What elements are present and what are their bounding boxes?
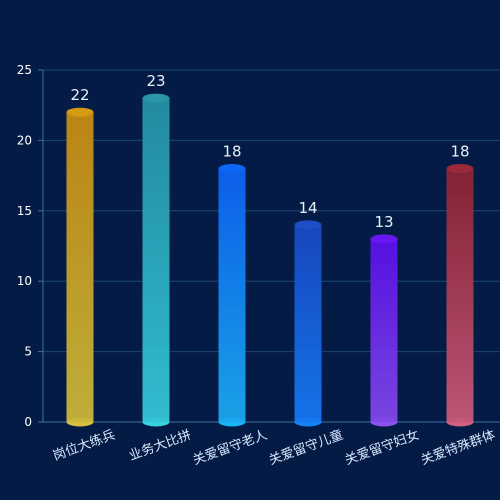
- y-tick-label: 25: [17, 63, 32, 77]
- bar-top-cap: [370, 234, 398, 244]
- bar-body[interactable]: [218, 168, 246, 422]
- bar-body[interactable]: [446, 168, 474, 422]
- category-label: 关爱留守妇女: [343, 427, 422, 469]
- bar-1[interactable]: [66, 107, 94, 427]
- bar-3[interactable]: [218, 164, 246, 427]
- category-label: 关爱留守老人: [191, 428, 269, 469]
- category-label: 岗位大练兵: [51, 428, 117, 464]
- bar-value-label: 18: [222, 143, 241, 161]
- y-tick-label: 10: [17, 274, 32, 288]
- bar-2[interactable]: [142, 93, 170, 427]
- bar-value-label: 18: [450, 143, 469, 161]
- category-label: 业务大比拼: [127, 427, 194, 464]
- bar-top-cap: [294, 220, 322, 230]
- y-tick-label: 5: [24, 345, 32, 359]
- bar-body[interactable]: [370, 238, 398, 422]
- bar-value-label: 23: [146, 72, 165, 90]
- bar-top-cap: [218, 164, 246, 174]
- y-tick-label: 15: [17, 204, 32, 218]
- bar-5[interactable]: [370, 234, 398, 427]
- bar-6[interactable]: [446, 164, 474, 427]
- bars: [66, 93, 474, 427]
- bar-value-label: 13: [374, 213, 393, 231]
- y-tick-label: 20: [17, 133, 32, 147]
- bar-body[interactable]: [142, 98, 170, 422]
- bar-top-cap: [446, 164, 474, 174]
- bar-top-cap: [66, 107, 94, 117]
- category-label: 关爱留守儿童: [267, 427, 346, 469]
- axes: [38, 69, 500, 423]
- bar-top-cap: [142, 93, 170, 103]
- y-tick-label: 0: [24, 415, 32, 429]
- bar-value-label: 22: [70, 86, 89, 104]
- bar-value-label: 14: [298, 199, 317, 217]
- grid-lines: [43, 69, 500, 353]
- bar-body[interactable]: [66, 112, 94, 423]
- bar-body[interactable]: [294, 224, 322, 422]
- bar-4[interactable]: [294, 220, 322, 427]
- category-label: 关爱特殊群体: [419, 428, 497, 469]
